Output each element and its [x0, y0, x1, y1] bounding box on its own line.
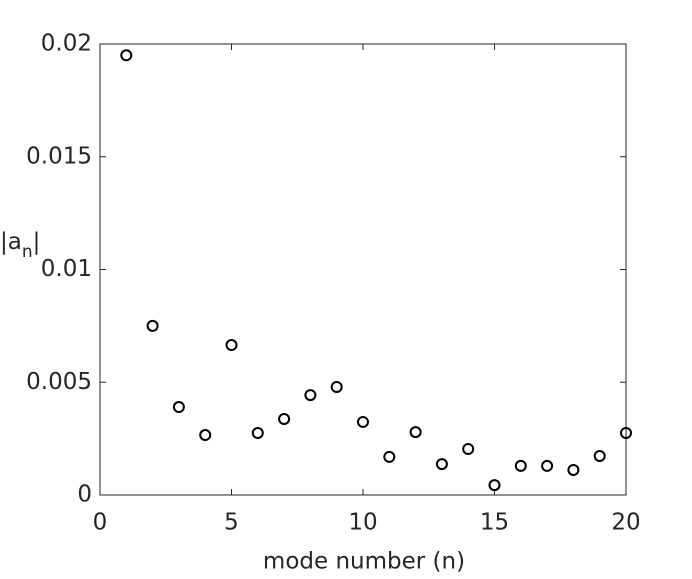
- point: [199, 429, 212, 442]
- point: [383, 450, 396, 463]
- x-tick-label: 15: [480, 510, 509, 536]
- point: [304, 389, 317, 402]
- x-tick-label: 0: [93, 510, 108, 536]
- y-tick-label: 0: [77, 482, 92, 508]
- point: [593, 449, 606, 462]
- point: [488, 479, 501, 492]
- y-tick-label: 0.005: [26, 369, 92, 395]
- point: [330, 380, 343, 393]
- y-label-sub: n: [22, 242, 33, 262]
- point: [567, 463, 580, 476]
- x-axis-label: mode number (n): [263, 549, 465, 575]
- point: [462, 442, 475, 455]
- x-tick-label: 5: [224, 510, 239, 536]
- y-label-part: |: [33, 229, 41, 255]
- point: [541, 459, 554, 472]
- point: [120, 49, 133, 62]
- y-tick-label: 0.01: [41, 256, 92, 282]
- y-label-part: |a: [0, 229, 22, 255]
- y-tick-label: 0.02: [41, 31, 92, 57]
- y-axis-label: |an|: [0, 229, 40, 263]
- point: [172, 401, 185, 414]
- x-tick-label: 10: [348, 510, 377, 536]
- x-tick-label: 20: [611, 510, 640, 536]
- point: [146, 319, 159, 332]
- point: [357, 415, 369, 428]
- point: [278, 413, 291, 426]
- y-tick-label: 0.015: [26, 143, 92, 169]
- point: [251, 426, 264, 439]
- point: [514, 459, 527, 472]
- point: [435, 458, 448, 471]
- point: [620, 426, 632, 439]
- point: [225, 339, 238, 352]
- point: [409, 426, 422, 439]
